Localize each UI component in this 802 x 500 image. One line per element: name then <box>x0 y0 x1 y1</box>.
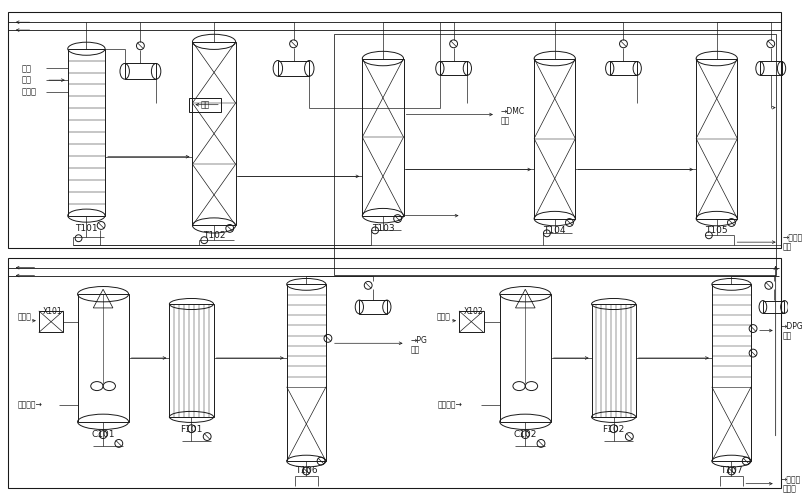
Text: T103: T103 <box>371 224 394 233</box>
Bar <box>759 62 780 75</box>
Bar <box>78 294 128 422</box>
Text: 甲醇: 甲醇 <box>22 64 31 73</box>
Text: F101: F101 <box>180 425 202 434</box>
Bar <box>695 58 736 218</box>
Text: X101: X101 <box>43 308 63 316</box>
Bar <box>591 304 635 417</box>
Text: C101: C101 <box>91 430 115 439</box>
Bar <box>286 284 326 461</box>
Bar <box>192 42 235 226</box>
Text: 催化剂: 催化剂 <box>22 88 37 96</box>
Text: T106: T106 <box>294 466 318 475</box>
Text: F102: F102 <box>602 425 624 434</box>
Bar <box>67 48 105 215</box>
Bar <box>189 98 221 112</box>
Text: T102: T102 <box>203 231 225 240</box>
Bar <box>762 300 784 314</box>
Bar <box>8 258 780 488</box>
Text: 产品: 产品 <box>500 116 509 125</box>
Bar <box>711 284 750 461</box>
Text: →副产品: →副产品 <box>780 476 800 484</box>
Text: 调油: 调油 <box>782 242 791 252</box>
Bar <box>533 58 575 218</box>
Bar <box>609 62 637 75</box>
Text: T107: T107 <box>719 466 742 475</box>
Text: C102: C102 <box>513 430 537 439</box>
Bar <box>38 311 63 332</box>
Text: T105: T105 <box>704 226 727 235</box>
Bar <box>334 34 775 274</box>
Bar <box>169 304 213 417</box>
Bar <box>124 64 156 79</box>
Bar <box>499 294 550 422</box>
Text: X102: X102 <box>463 308 483 316</box>
Text: →DMC: →DMC <box>500 107 525 116</box>
Text: 除盐水: 除盐水 <box>18 312 31 322</box>
Text: 丙烯: 丙烯 <box>22 76 31 84</box>
Text: →DPG: →DPG <box>780 322 802 331</box>
Bar <box>8 12 780 248</box>
Text: →PG: →PG <box>410 336 427 345</box>
Bar <box>439 62 467 75</box>
Text: 二氧化碳→: 二氧化碳→ <box>18 400 43 409</box>
Bar <box>459 311 483 332</box>
Bar <box>359 300 387 314</box>
Text: 丙烯: 丙烯 <box>200 100 209 109</box>
Text: →副产品: →副产品 <box>782 234 802 242</box>
Text: T104: T104 <box>543 226 565 235</box>
Text: T101: T101 <box>75 224 98 233</box>
Text: 二氧化碳→: 二氧化碳→ <box>437 400 462 409</box>
Text: 除盐水: 除盐水 <box>436 312 450 322</box>
Bar <box>277 60 309 76</box>
Bar <box>362 58 403 216</box>
Text: 产品: 产品 <box>782 331 791 340</box>
Text: 脱硫剂: 脱硫剂 <box>782 484 796 493</box>
Text: 产品: 产品 <box>410 346 419 354</box>
